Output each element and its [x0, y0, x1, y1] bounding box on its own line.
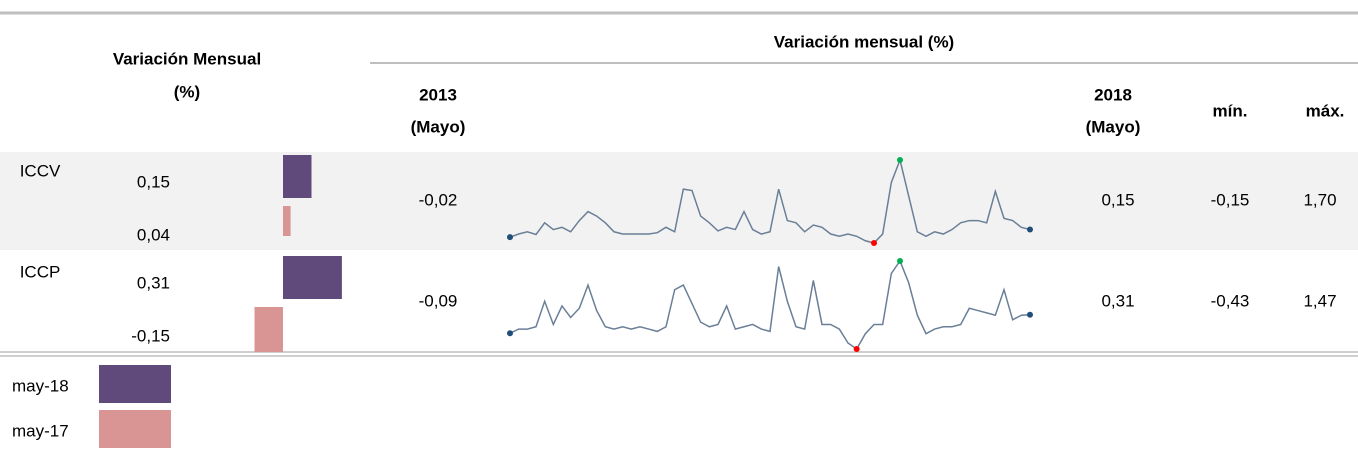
sparkline — [509, 157, 1031, 244]
legend-swatch — [99, 410, 171, 448]
bar — [254, 307, 283, 352]
column-header: mín. — [1213, 101, 1248, 120]
min-value: -0,43 — [1211, 291, 1250, 310]
value: 0,31 — [137, 273, 170, 292]
row-label: ICCP — [20, 262, 61, 281]
legend-label: may-18 — [12, 376, 69, 395]
sparkline-end — [507, 330, 513, 337]
value: 0,04 — [137, 225, 170, 244]
sparkline-min — [853, 346, 860, 352]
max-value: 1,47 — [1303, 291, 1336, 310]
column-header: (Mayo) — [1086, 117, 1141, 136]
header-title: Variación mensual (%) — [774, 32, 954, 51]
column-header: 2013 — [419, 85, 457, 104]
sparkline-end — [1027, 226, 1033, 233]
header-title: Variación Mensual — [113, 49, 261, 68]
value: 0,15 — [137, 172, 170, 191]
start-value: -0,02 — [419, 190, 458, 209]
bar — [283, 256, 342, 299]
sparkline-max — [897, 258, 903, 264]
end-value: 0,15 — [1101, 190, 1134, 209]
column-header: 2018 — [1094, 85, 1132, 104]
sparkline-max — [897, 157, 903, 163]
column-header: máx. — [1306, 101, 1345, 120]
sparkline — [509, 259, 1031, 351]
end-value: 0,31 — [1101, 291, 1134, 310]
sparkline-end — [507, 234, 513, 241]
min-value: -0,15 — [1211, 190, 1250, 209]
value: -0,15 — [131, 326, 170, 345]
sparkline-end — [1027, 311, 1033, 318]
row-band — [0, 152, 1358, 250]
start-value: -0,09 — [419, 291, 458, 310]
row-label: ICCV — [20, 161, 61, 180]
sparkline-min — [871, 240, 877, 246]
bar — [283, 206, 291, 236]
max-value: 1,70 — [1303, 190, 1336, 209]
column-header: (Mayo) — [411, 117, 466, 136]
legend-label: may-17 — [12, 421, 69, 440]
legend-swatch — [99, 365, 171, 403]
header-title: (%) — [174, 82, 200, 101]
bar — [283, 155, 312, 198]
